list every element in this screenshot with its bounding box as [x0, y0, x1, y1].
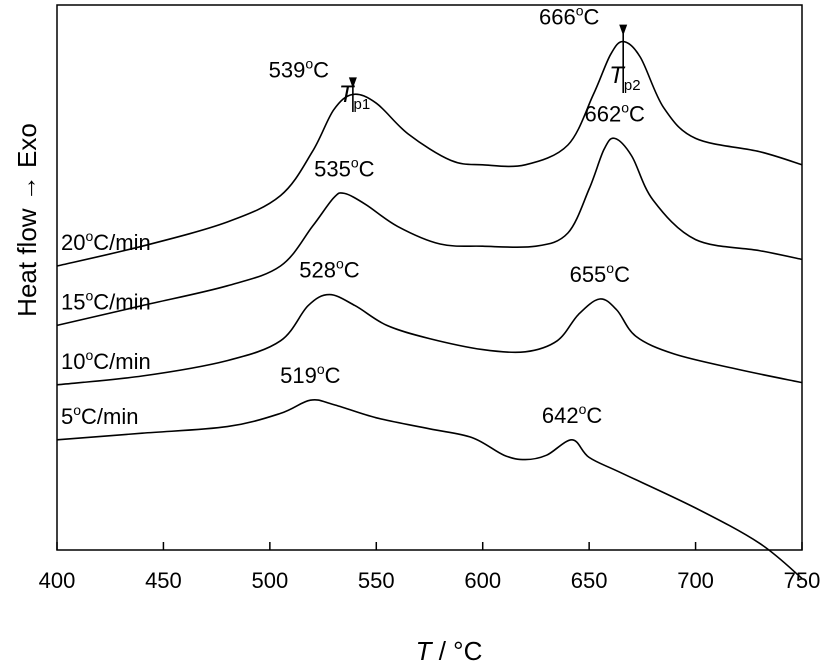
x-tick-label-700: 700: [677, 568, 714, 593]
rate-labels: 20oC/min 15oC/min 10oC/min 5oC/min: [61, 228, 151, 429]
curve-5-c-min: [56, 399, 803, 580]
x-axis-label-symbol: T: [416, 636, 434, 665]
arrow-head-p2: [619, 24, 628, 36]
rate-label-10: 10oC/min: [61, 347, 151, 374]
x-axis-label: T / °C: [416, 636, 483, 665]
x-tick-label-650: 650: [571, 568, 608, 593]
arrow-head-p1: [348, 77, 357, 89]
y-axis-label: Heat flow → Exo: [12, 123, 42, 317]
annotation-p2: Tp2: [609, 62, 640, 94]
curves: [56, 40, 803, 580]
plot-area-frame: [56, 4, 803, 551]
rate-label-5: 5oC/min: [61, 402, 139, 429]
x-axis-label-unit: / °C: [432, 636, 483, 665]
curve-10-c-min: [56, 293, 803, 386]
peak-label-539: 539oC: [269, 55, 330, 82]
x-axis-ticks: 400 450 500 550 600 650 700 750: [39, 542, 821, 593]
peak-label-662: 662oC: [584, 99, 645, 126]
x-tick-label-550: 550: [358, 568, 395, 593]
rate-label-15: 15oC/min: [61, 287, 151, 314]
x-tick-label-750: 750: [784, 568, 821, 593]
peak-label-655: 655oC: [570, 260, 631, 287]
peak-label-642: 642oC: [542, 401, 603, 428]
curve-15-c-min: [56, 137, 803, 327]
x-tick-label-450: 450: [145, 568, 182, 593]
curve-20-c-min: [56, 40, 803, 267]
peak-label-666: 666oC: [539, 3, 600, 30]
annotation-p1: Tp1: [339, 81, 370, 113]
peak-label-535: 535oC: [314, 154, 375, 181]
peak-label-519: 519oC: [280, 361, 341, 388]
tp-annotations: Tp1 Tp2: [339, 24, 641, 113]
x-tick-label-500: 500: [251, 568, 288, 593]
x-tick-label-600: 600: [464, 568, 501, 593]
x-tick-label-400: 400: [39, 568, 76, 593]
peak-label-528: 528oC: [299, 256, 360, 283]
peak-labels: 539oC 666oC 535oC 662oC 528oC 655oC 519oC 642oC: [269, 3, 645, 428]
rate-label-20: 20oC/min: [61, 228, 151, 255]
y-axis-label-text: Heat flow → Exo: [12, 123, 42, 317]
